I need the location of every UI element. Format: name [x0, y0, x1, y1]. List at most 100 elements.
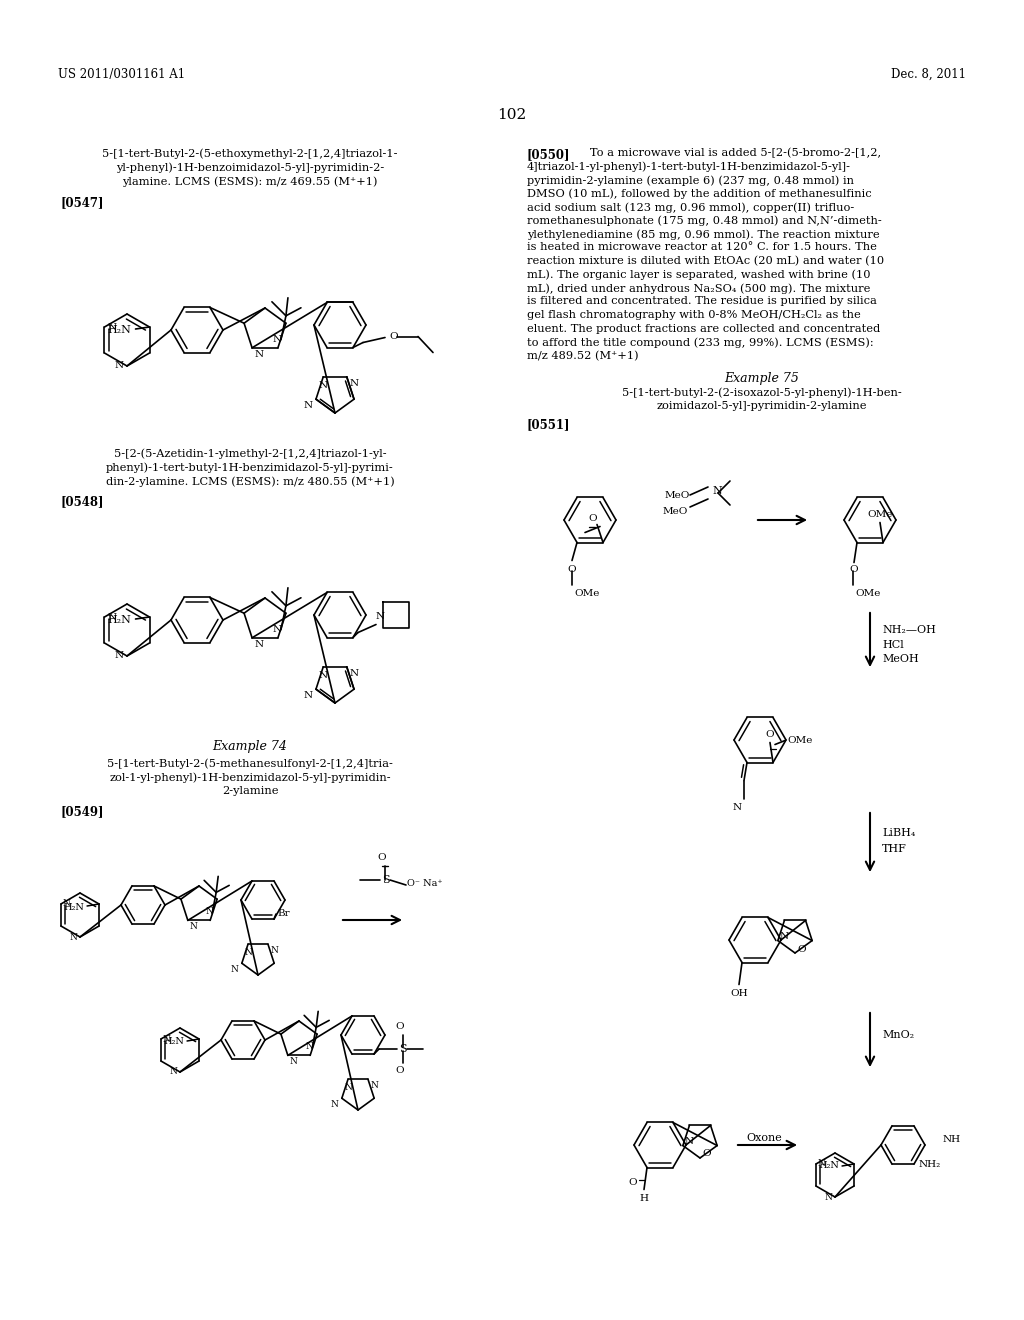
Text: 102: 102: [498, 108, 526, 121]
Text: N: N: [290, 1057, 298, 1067]
Text: N: N: [272, 335, 282, 343]
Text: OMe: OMe: [867, 510, 893, 519]
Text: OH: OH: [730, 989, 748, 998]
Text: N: N: [344, 1084, 352, 1092]
Text: O: O: [589, 513, 597, 523]
Text: N: N: [824, 1192, 831, 1201]
Text: LiBH₄: LiBH₄: [882, 828, 915, 838]
Text: OMe: OMe: [574, 589, 599, 598]
Text: N: N: [108, 322, 117, 331]
Text: O: O: [389, 333, 397, 341]
Text: N: N: [205, 907, 213, 916]
Text: 5-[1-tert-Butyl-2-(5-ethoxymethyl-2-[1,2,4]triazol-1-: 5-[1-tert-Butyl-2-(5-ethoxymethyl-2-[1,2…: [102, 148, 397, 158]
Text: pyrimidin-2-ylamine (example 6) (237 mg, 0.48 mmol) in: pyrimidin-2-ylamine (example 6) (237 mg,…: [527, 176, 854, 186]
Text: N: N: [108, 612, 117, 622]
Text: OMe: OMe: [855, 589, 881, 598]
Text: N: N: [115, 652, 124, 660]
Text: N: N: [244, 948, 252, 957]
Text: N: N: [304, 401, 313, 411]
Text: N: N: [371, 1081, 379, 1090]
Text: MnO₂: MnO₂: [882, 1030, 914, 1040]
Text: 2-ylamine: 2-ylamine: [222, 785, 279, 796]
Text: mL). The organic layer is separated, washed with brine (10: mL). The organic layer is separated, was…: [527, 269, 870, 280]
Text: To a microwave vial is added 5-[2-(5-bromo-2-[1,2,: To a microwave vial is added 5-[2-(5-bro…: [579, 148, 881, 158]
Text: 5-[1-tert-butyl-2-(2-isoxazol-5-yl-phenyl)-1H-ben-: 5-[1-tert-butyl-2-(2-isoxazol-5-yl-pheny…: [623, 387, 902, 397]
Text: NH₂—OH: NH₂—OH: [882, 624, 936, 635]
Text: H₂N: H₂N: [163, 1038, 184, 1047]
Text: N: N: [304, 692, 313, 700]
Text: N: N: [780, 932, 790, 941]
Text: N: N: [189, 923, 198, 932]
Text: N: N: [115, 362, 124, 371]
Text: mL), dried under anhydrous Na₂SO₄ (500 mg). The mixture: mL), dried under anhydrous Na₂SO₄ (500 m…: [527, 282, 870, 293]
Text: H₂N: H₂N: [818, 1162, 839, 1171]
Text: N: N: [318, 380, 328, 389]
Text: O: O: [766, 730, 774, 738]
Text: H₂N: H₂N: [63, 903, 84, 912]
Text: NH: NH: [943, 1135, 962, 1144]
Text: S: S: [399, 1044, 407, 1055]
Text: eluent. The product fractions are collected and concentrated: eluent. The product fractions are collec…: [527, 323, 881, 334]
Text: N: N: [733, 803, 742, 812]
Text: N: N: [70, 932, 77, 941]
Text: O: O: [395, 1022, 404, 1031]
Text: N: N: [169, 1068, 177, 1077]
Text: N: N: [254, 350, 263, 359]
Text: zoimidazol-5-yl]-pyrimidin-2-ylamine: zoimidazol-5-yl]-pyrimidin-2-ylamine: [656, 401, 867, 411]
Text: [0550]: [0550]: [527, 148, 570, 161]
Text: N: N: [685, 1137, 694, 1146]
Text: [0549]: [0549]: [60, 805, 103, 818]
Text: H₂N: H₂N: [108, 325, 131, 335]
Text: Oxone: Oxone: [746, 1133, 782, 1143]
Text: N: N: [818, 1159, 825, 1168]
Text: zol-1-yl-phenyl)-1H-benzimidazol-5-yl]-pyrimidin-: zol-1-yl-phenyl)-1H-benzimidazol-5-yl]-p…: [110, 772, 391, 783]
Text: [0548]: [0548]: [60, 495, 103, 508]
Text: is filtered and concentrated. The residue is purified by silica: is filtered and concentrated. The residu…: [527, 297, 877, 306]
Text: yl-phenyl)-1H-benzoimidazol-5-yl]-pyrimidin-2-: yl-phenyl)-1H-benzoimidazol-5-yl]-pyrimi…: [116, 162, 384, 173]
Text: THF: THF: [882, 843, 907, 854]
Text: O: O: [378, 853, 386, 862]
Text: gel flash chromatography with 0-8% MeOH/CH₂Cl₂ as the: gel flash chromatography with 0-8% MeOH/…: [527, 310, 861, 319]
Text: N: N: [231, 965, 239, 974]
Text: H: H: [640, 1193, 648, 1203]
Text: H₂N: H₂N: [108, 615, 131, 624]
Text: O: O: [395, 1067, 404, 1074]
Text: Example 74: Example 74: [213, 741, 288, 752]
Text: O: O: [702, 1150, 711, 1159]
Text: Dec. 8, 2011: Dec. 8, 2011: [891, 69, 966, 81]
Text: romethanesulphonate (175 mg, 0.48 mmol) and N,N’-dimeth-: romethanesulphonate (175 mg, 0.48 mmol) …: [527, 215, 882, 226]
Text: O: O: [850, 565, 858, 573]
Text: O⁻ Na⁺: O⁻ Na⁺: [407, 879, 442, 888]
Text: N: N: [305, 1043, 313, 1051]
Text: O: O: [567, 565, 577, 573]
Text: 5-[2-(5-Azetidin-1-ylmethyl-2-[1,2,4]triazol-1-yl-: 5-[2-(5-Azetidin-1-ylmethyl-2-[1,2,4]tri…: [114, 447, 386, 458]
Text: [0547]: [0547]: [60, 195, 103, 209]
Text: N: N: [350, 379, 358, 388]
Text: Br: Br: [278, 908, 290, 917]
Text: NH₂: NH₂: [919, 1159, 941, 1168]
Text: N: N: [712, 486, 722, 496]
Text: acid sodium salt (123 mg, 0.96 mmol), copper(II) trifluo-: acid sodium salt (123 mg, 0.96 mmol), co…: [527, 202, 854, 213]
Text: MeO: MeO: [665, 491, 690, 499]
Text: N: N: [271, 946, 279, 956]
Text: 5-[1-tert-Butyl-2-(5-methanesulfonyl-2-[1,2,4]tria-: 5-[1-tert-Butyl-2-(5-methanesulfonyl-2-[…: [108, 758, 393, 768]
Text: N: N: [163, 1035, 171, 1044]
Text: N: N: [272, 624, 282, 634]
Text: [0551]: [0551]: [527, 418, 570, 432]
Text: OMe: OMe: [787, 737, 812, 744]
Text: N: N: [318, 671, 328, 680]
Text: S: S: [382, 875, 389, 884]
Text: N: N: [376, 611, 385, 620]
Text: to afford the title compound (233 mg, 99%). LCMS (ESMS):: to afford the title compound (233 mg, 99…: [527, 337, 873, 347]
Text: DMSO (10 mL), followed by the addition of methanesulfinic: DMSO (10 mL), followed by the addition o…: [527, 189, 871, 199]
Text: reaction mixture is diluted with EtOAc (20 mL) and water (10: reaction mixture is diluted with EtOAc (…: [527, 256, 884, 267]
Text: HCl: HCl: [882, 640, 904, 649]
Text: US 2011/0301161 A1: US 2011/0301161 A1: [58, 69, 185, 81]
Text: N: N: [350, 669, 358, 677]
Text: N: N: [254, 640, 263, 649]
Text: MeOH: MeOH: [882, 653, 919, 664]
Text: MeO: MeO: [663, 507, 688, 516]
Text: m/z 489.52 (M⁺+1): m/z 489.52 (M⁺+1): [527, 351, 639, 360]
Text: ylamine. LCMS (ESMS): m/z 469.55 (M⁺+1): ylamine. LCMS (ESMS): m/z 469.55 (M⁺+1): [122, 176, 378, 186]
Text: 4]triazol-1-yl-phenyl)-1-tert-butyl-1H-benzimidazol-5-yl]-: 4]triazol-1-yl-phenyl)-1-tert-butyl-1H-b…: [527, 161, 851, 172]
